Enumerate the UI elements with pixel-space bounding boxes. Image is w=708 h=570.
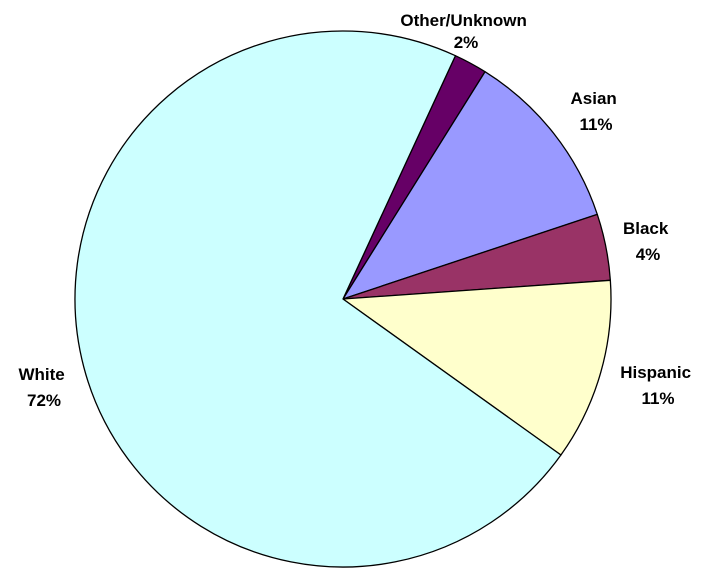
label-white: White 72% [18, 365, 69, 410]
label-hispanic-name: Hispanic [620, 363, 691, 382]
label-black-percent: 4% [636, 245, 661, 264]
label-asian-name: Asian [570, 89, 616, 108]
slice-asian [342, 71, 598, 300]
label-asian-percent: 11% [579, 115, 612, 134]
label-other-unknown-percent: 2% [454, 33, 479, 52]
slice-hispanic [342, 279, 612, 456]
label-other-unknown-name: Other/Unknown [400, 11, 527, 30]
label-white-name: White [18, 365, 64, 384]
slice-white [74, 30, 562, 568]
label-other-unknown: Other/Unknown 2% [400, 11, 531, 52]
pie-slices [74, 30, 612, 568]
label-black: Black 4% [623, 219, 673, 264]
label-asian: Asian 11% [570, 89, 621, 134]
label-white-percent: 72% [27, 391, 61, 410]
label-hispanic: Hispanic 11% [620, 363, 696, 408]
label-hispanic-percent: 11% [641, 389, 674, 408]
pie-labels: Other/Unknown 2% Asian 11% Black 4% Hisp… [18, 11, 696, 410]
label-black-name: Black [623, 219, 669, 238]
